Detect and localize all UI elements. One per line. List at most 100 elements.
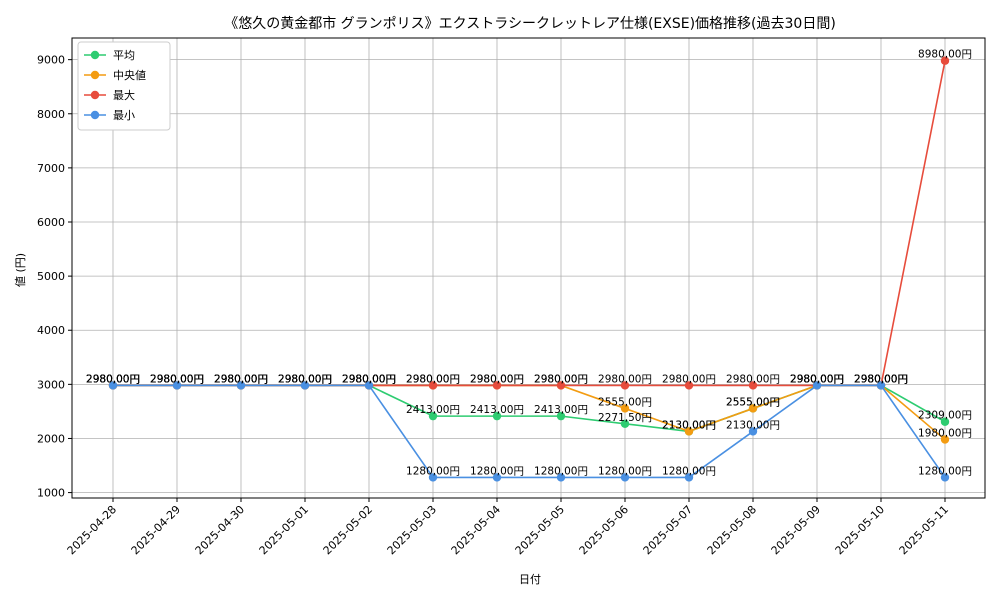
data-label: 2980,00円 [278,373,332,385]
data-label: 2980,00円 [86,373,140,385]
data-point [940,417,950,426]
legend-entry: 平均 [113,49,135,62]
data-label: 2980,00円 [214,373,268,385]
data-label: 2413,00円 [406,404,460,416]
data-label: 2555,00円 [598,396,652,408]
data-label: 2980,00円 [406,373,460,385]
y-tick-label: 7000 [37,162,65,175]
data-label: 2980,00円 [470,373,524,385]
data-label: 2980,00円 [86,373,140,385]
data-label: 2980,00円 [214,373,268,385]
legend-marker [90,50,100,60]
series-line [113,384,946,479]
data-label: 2980,00円 [598,373,652,385]
data-point [748,404,758,413]
series-layer [108,56,950,482]
data-point [684,427,694,436]
data-point [620,473,630,482]
data-label: 1980,00円 [918,428,972,440]
data-point [428,473,438,482]
y-tick-label: 3000 [37,378,65,391]
y-tick-label: 9000 [37,54,65,67]
y-tick-label: 6000 [37,216,65,229]
data-label: 1280,00円 [534,465,588,477]
data-point [428,411,438,421]
legend-marker [90,90,100,100]
data-label: 2980,00円 [854,373,908,385]
data-point [940,473,950,482]
data-label: 2980,00円 [534,373,588,385]
legend-entry: 最小 [113,109,135,122]
data-label: 2980,00円 [86,373,140,385]
data-label: 2980,00円 [278,373,332,385]
chart-title: 《悠久の黄金都市 グランポリス》エクストラシークレットレア仕様(EXSE)価格推… [224,15,836,32]
data-point [940,56,950,65]
data-label: 2130,00円 [662,419,716,431]
legend-entry: 最大 [113,88,135,102]
data-label: 2980,00円 [790,373,844,385]
y-axis-ticks: 1000 2000 3000 4000 5000 6000 7000 8000 9000 [37,54,72,500]
data-label: 2130,00円 [662,419,716,431]
data-label: 2980,00円 [790,373,844,385]
data-label: 1280,00円 [918,465,972,477]
data-point [492,381,502,390]
data-point [748,381,758,390]
data-label: 8980,00円 [918,49,972,61]
data-label: 2980,00円 [214,373,268,385]
data-label: 2980,00円 [854,373,908,385]
data-label: 2980,00円 [342,373,396,385]
data-point [236,381,246,390]
legend-marker [90,70,100,80]
grid [72,38,985,498]
data-point [300,381,310,390]
data-point [748,427,758,436]
data-label: 2980,00円 [854,373,908,385]
data-label: 2413,00円 [534,404,588,416]
data-label: 1280,00円 [598,465,652,477]
plot-frame [71,37,986,499]
data-label: 2980,00円 [470,373,524,385]
data-label: 2980,00円 [534,373,588,385]
data-label: 2980,00円 [86,373,140,385]
data-point [556,411,566,421]
data-label: 2309,00円 [918,410,972,422]
x-axis-label: 日付 [519,573,541,586]
data-point [876,381,886,390]
y-tick-label: 8000 [37,108,65,121]
data-label: 2980,00円 [150,373,204,385]
data-label: 2980,00円 [342,373,396,385]
data-point [428,381,438,390]
data-point [492,473,502,482]
data-label: 2980,00円 [150,373,204,385]
data-labels: 2980,00円 2980,00円 2980,00円 2980,00円 2980,00円… [86,49,972,478]
data-label: 2980,00円 [790,373,844,385]
data-point [108,381,118,390]
data-label: 2980,00円 [662,373,716,385]
data-label: 2555,00円 [726,396,780,408]
data-label: 2555,00円 [726,396,780,408]
legend-marker [90,110,100,120]
data-label: 2271,50円 [598,412,652,424]
data-label: 2980,00円 [150,373,204,385]
data-label: 2980,00円 [150,373,204,385]
data-label: 2413,00円 [470,404,524,416]
y-tick-label: 4000 [37,324,65,337]
data-point [172,381,182,390]
data-point [556,381,566,390]
y-tick-label: 2000 [37,432,65,445]
data-label: 2980,00円 [214,373,268,385]
data-label: 1280,00円 [662,465,716,477]
data-label: 2130,00円 [726,419,780,431]
data-point [812,381,822,390]
data-point [940,435,950,444]
data-point [620,381,630,390]
data-point [620,419,630,428]
data-point [620,404,630,413]
data-label: 2980,00円 [726,373,780,385]
y-axis-label: 値 (円) [14,253,27,287]
data-point [556,473,566,482]
legend-entry: 中央値 [113,69,146,82]
data-label: 2980,00円 [342,373,396,385]
